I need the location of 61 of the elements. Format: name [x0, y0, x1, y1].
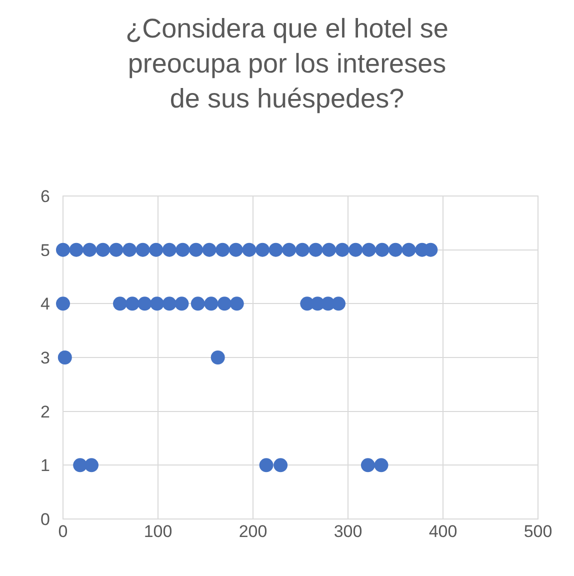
- point: [56, 242, 70, 257]
- point: [282, 242, 296, 257]
- x-tick-label: 100: [144, 522, 172, 541]
- x-tick-label: 400: [428, 522, 458, 541]
- point: [125, 296, 140, 311]
- y-tick-label: 0: [40, 510, 50, 529]
- point: [84, 458, 98, 472]
- y-tick-label: 6: [40, 186, 50, 206]
- point: [274, 458, 288, 472]
- point: [190, 296, 205, 311]
- point: [402, 242, 416, 257]
- point: [388, 242, 402, 257]
- point: [122, 242, 136, 257]
- point: [162, 242, 176, 257]
- point: [69, 242, 84, 257]
- point: [242, 242, 256, 257]
- point: [136, 242, 150, 257]
- point: [174, 296, 189, 311]
- point: [216, 242, 230, 257]
- y-tick-label: 5: [40, 240, 50, 260]
- x-tick-label: 300: [334, 522, 362, 541]
- point: [362, 242, 376, 257]
- point: [335, 242, 350, 257]
- point: [210, 350, 225, 364]
- point: [113, 296, 127, 311]
- point: [189, 242, 203, 257]
- point: [348, 242, 363, 257]
- point: [322, 242, 336, 257]
- point: [256, 242, 270, 257]
- point: [96, 242, 110, 257]
- point: [374, 458, 388, 472]
- point: [82, 242, 97, 257]
- y-tick-label: 4: [40, 294, 50, 314]
- point: [109, 242, 124, 257]
- point: [56, 296, 70, 311]
- y-tick-label: 3: [40, 348, 50, 368]
- point: [230, 296, 244, 311]
- x-tick-label: 500: [524, 522, 552, 541]
- point: [204, 296, 218, 311]
- point: [202, 242, 216, 257]
- y-tick-label: 2: [40, 402, 50, 422]
- point: [332, 296, 346, 311]
- point: [295, 242, 310, 257]
- point: [138, 296, 152, 311]
- point: [58, 350, 72, 364]
- point: [268, 242, 283, 257]
- point: [149, 242, 164, 257]
- point: [375, 242, 390, 257]
- point: [176, 242, 190, 257]
- x-tick-label: 200: [238, 522, 268, 541]
- chart-title: ¿Considera que el hotel se preocupa por los intereses de sus huéspedes?: [126, 13, 448, 114]
- y-tick-label: 1: [40, 456, 50, 476]
- point: [360, 458, 375, 472]
- point: [259, 458, 274, 472]
- x-tick-label: 0: [58, 522, 68, 541]
- point: [162, 296, 176, 311]
- point: [73, 458, 88, 472]
- point: [218, 296, 232, 311]
- point: [228, 242, 243, 257]
- point: [308, 242, 323, 257]
- point: [150, 296, 164, 311]
